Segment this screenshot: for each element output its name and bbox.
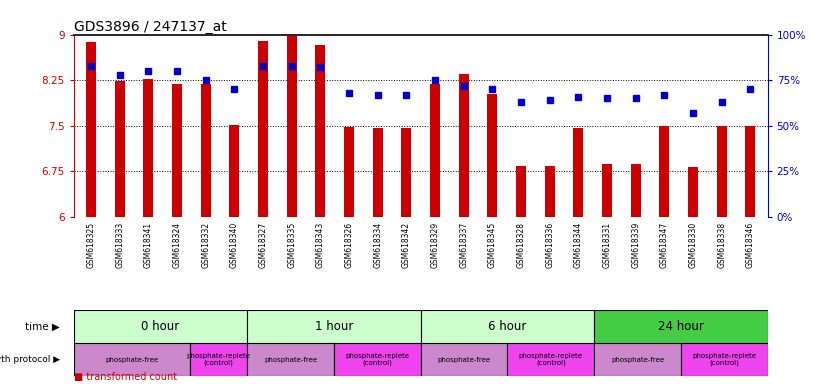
Text: time ▶: time ▶ [25,321,60,331]
Text: ■ transformed count: ■ transformed count [74,372,177,382]
Text: GSM618339: GSM618339 [631,222,640,268]
Text: GSM618331: GSM618331 [603,222,612,268]
Bar [172,84,182,217]
Text: phosphate-free: phosphate-free [611,357,664,363]
Text: phosphate-replete
(control): phosphate-replete (control) [519,353,583,366]
Bar [229,124,240,217]
Bar [247,310,421,343]
Bar [287,36,296,217]
Bar [315,45,325,217]
Text: 24 hour: 24 hour [658,320,704,333]
Text: GSM618324: GSM618324 [172,222,181,268]
Bar [334,343,421,376]
Text: 0 hour: 0 hour [141,320,180,333]
Text: GSM618338: GSM618338 [718,222,727,268]
Bar [516,166,526,217]
Text: GSM618345: GSM618345 [488,222,497,268]
Text: GSM618347: GSM618347 [660,222,669,268]
Bar [545,166,555,217]
Bar [507,343,594,376]
Bar [74,310,247,343]
Bar [745,126,755,217]
Text: GSM618325: GSM618325 [86,222,95,268]
Text: GSM618335: GSM618335 [287,222,296,268]
Text: phosphate-replete
(control): phosphate-replete (control) [186,353,250,366]
Bar [717,126,727,217]
Bar [421,310,594,343]
Text: 1 hour: 1 hour [315,320,353,333]
Text: GSM618327: GSM618327 [259,222,268,268]
Text: growth protocol ▶: growth protocol ▶ [0,355,60,364]
Bar [488,94,498,217]
Bar [688,167,698,217]
Text: GSM618341: GSM618341 [144,222,153,268]
Bar [74,343,190,376]
Text: GSM618340: GSM618340 [230,222,239,268]
Bar [430,84,440,217]
Bar [144,79,154,217]
Bar [631,164,640,217]
Bar [247,343,334,376]
Bar [573,128,584,217]
Bar [421,343,507,376]
Text: GSM618336: GSM618336 [545,222,554,268]
Bar [659,126,669,217]
Bar [602,164,612,217]
Text: GSM618326: GSM618326 [345,222,354,268]
Bar [201,84,211,217]
Bar [594,310,768,343]
Bar [594,343,681,376]
Text: GSM618328: GSM618328 [516,222,525,268]
Text: GSM618337: GSM618337 [459,222,468,268]
Text: GSM618330: GSM618330 [689,222,698,268]
Text: GDS3896 / 247137_at: GDS3896 / 247137_at [74,20,227,33]
Text: GSM618342: GSM618342 [402,222,411,268]
Text: GSM618346: GSM618346 [746,222,755,268]
Text: phosphate-free: phosphate-free [105,357,158,363]
Text: phosphate-replete
(control): phosphate-replete (control) [346,353,410,366]
Bar [344,127,354,217]
Bar [681,343,768,376]
Bar [373,127,383,217]
Bar [190,343,247,376]
Text: GSM618329: GSM618329 [430,222,439,268]
Text: GSM618334: GSM618334 [374,222,383,268]
Bar [115,81,125,217]
Text: phosphate-free: phosphate-free [264,357,317,363]
Text: phosphate-free: phosphate-free [438,357,491,363]
Bar [258,41,268,217]
Bar [86,42,96,217]
Text: 6 hour: 6 hour [488,320,526,333]
Text: GSM618344: GSM618344 [574,222,583,268]
Text: GSM618343: GSM618343 [316,222,325,268]
Bar [401,128,411,217]
Text: phosphate-replete
(control): phosphate-replete (control) [692,353,756,366]
Bar [459,74,469,217]
Text: GSM618333: GSM618333 [115,222,124,268]
Text: GSM618332: GSM618332 [201,222,210,268]
